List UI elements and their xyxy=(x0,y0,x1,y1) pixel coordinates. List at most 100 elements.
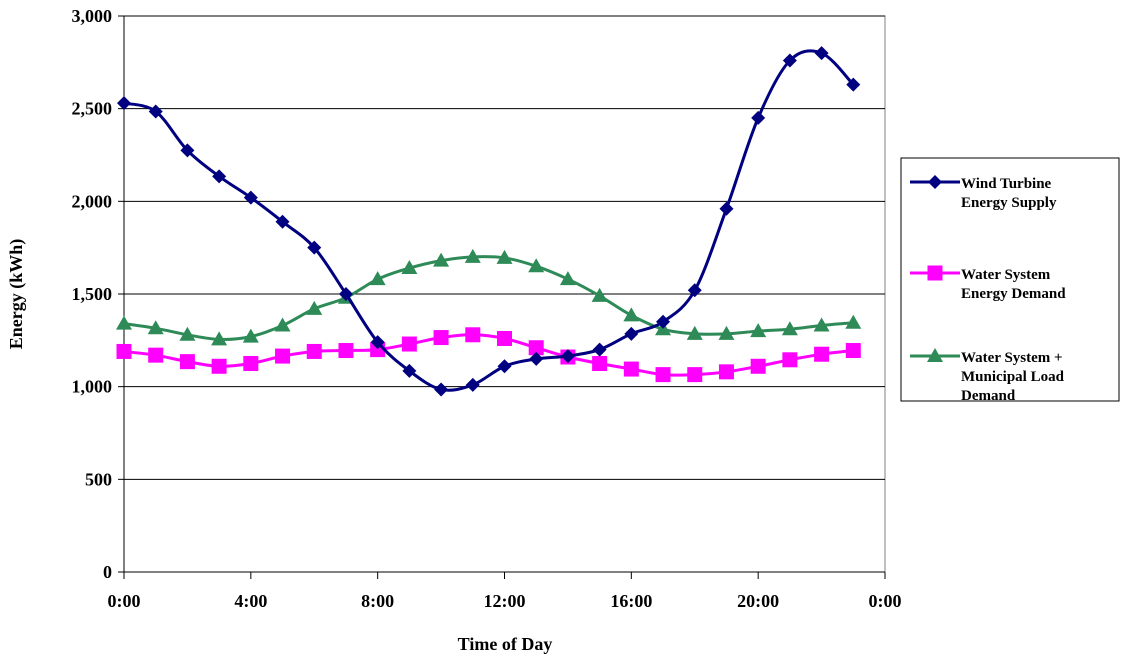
data-point xyxy=(117,96,131,111)
series-line xyxy=(123,333,854,377)
legend-label: Water System + xyxy=(961,350,1063,366)
data-point xyxy=(496,249,513,264)
data-point xyxy=(433,252,450,267)
y-axis-title: Energy (kWh) xyxy=(6,239,27,350)
x-tick-label: 0:00 xyxy=(869,591,902,611)
data-point xyxy=(179,326,196,341)
legend-marker xyxy=(927,265,943,281)
x-tick-label: 20:00 xyxy=(737,591,779,611)
data-point xyxy=(211,358,227,374)
series-1 xyxy=(116,327,861,383)
series-line xyxy=(123,255,854,341)
data-point xyxy=(370,335,385,350)
data-point xyxy=(116,343,132,359)
data-point xyxy=(497,359,512,374)
data-point xyxy=(434,382,449,397)
legend-label: Water System xyxy=(961,267,1051,283)
legend-label: Demand xyxy=(961,388,1016,404)
data-point xyxy=(528,340,544,356)
data-point xyxy=(338,343,354,359)
gridlines xyxy=(123,15,886,573)
x-tick-label: 4:00 xyxy=(234,591,267,611)
x-axis-ticks: 0:00 4:00 8:00 12:00 16:00 20:00 0:00 xyxy=(108,572,902,611)
data-point xyxy=(242,328,259,343)
data-point xyxy=(592,356,608,371)
data-point xyxy=(307,240,322,255)
data-point xyxy=(497,330,512,346)
data-point xyxy=(813,317,830,332)
data-point xyxy=(306,300,323,315)
x-tick-label: 0:00 xyxy=(108,591,141,611)
data-point xyxy=(433,330,449,346)
x-tick-label: 8:00 xyxy=(361,591,394,611)
legend-label: Wind Turbine xyxy=(961,176,1052,192)
data-point xyxy=(559,271,576,286)
data-point xyxy=(782,53,797,68)
data-point xyxy=(592,342,607,357)
x-tick-label: 12:00 xyxy=(484,591,526,611)
series-0 xyxy=(117,46,861,397)
data-point xyxy=(718,364,734,380)
data-point xyxy=(750,358,766,374)
data-point xyxy=(402,363,417,378)
data-point xyxy=(180,143,195,158)
data-point xyxy=(655,367,671,383)
legend: Wind Turbine Energy Supply Water System Ene… xyxy=(900,157,1120,404)
data-point xyxy=(591,287,608,302)
y-tick-label: 2,000 xyxy=(72,191,113,211)
data-point xyxy=(116,315,132,330)
data-point xyxy=(560,349,575,364)
data-point xyxy=(623,361,639,377)
data-point xyxy=(306,343,322,359)
data-point xyxy=(719,201,734,216)
data-point xyxy=(148,347,164,363)
data-point xyxy=(686,325,703,340)
data-point xyxy=(147,320,164,335)
data-point xyxy=(656,314,671,329)
data-point xyxy=(751,110,766,125)
series-2 xyxy=(116,248,862,346)
data-point xyxy=(243,190,258,205)
data-point xyxy=(369,271,386,286)
data-point xyxy=(623,307,640,322)
data-point xyxy=(212,169,227,184)
data-point xyxy=(845,343,861,359)
data-point xyxy=(179,354,195,370)
data-point xyxy=(148,104,163,119)
legend-item-0: Wind Turbine Energy Supply xyxy=(910,175,1057,211)
data-point xyxy=(275,214,290,229)
legend-label: Energy Demand xyxy=(961,286,1066,302)
legend-marker xyxy=(928,175,942,189)
legend-label: Municipal Load xyxy=(961,369,1065,385)
data-point xyxy=(338,287,353,301)
data-point xyxy=(274,317,291,332)
data-point xyxy=(687,283,702,298)
legend-label: Energy Supply xyxy=(961,195,1057,211)
data-point xyxy=(687,367,703,383)
y-axis-ticks: 0 500 1,000 1,500 2,000 2,500 3,000 xyxy=(72,6,124,582)
data-point xyxy=(465,377,480,392)
y-tick-label: 500 xyxy=(85,469,112,489)
data-point xyxy=(401,336,417,352)
y-tick-label: 2,500 xyxy=(72,99,113,119)
data-point xyxy=(465,327,481,343)
data-point xyxy=(243,356,259,371)
legend-marker xyxy=(927,348,943,362)
data-point xyxy=(529,351,544,366)
data-point xyxy=(624,326,639,341)
data-point xyxy=(781,321,798,336)
y-tick-label: 1,000 xyxy=(72,377,113,397)
data-point xyxy=(782,352,798,368)
x-axis-title: Time of Day xyxy=(458,634,553,654)
data-point xyxy=(275,348,291,364)
data-point xyxy=(750,323,767,338)
data-point xyxy=(718,325,735,340)
data-point xyxy=(814,46,829,61)
data-point xyxy=(464,248,481,263)
data-point xyxy=(846,77,861,92)
series-group xyxy=(116,46,862,397)
y-tick-label: 3,000 xyxy=(72,6,113,26)
y-tick-label: 0 xyxy=(103,562,112,582)
x-tick-label: 16:00 xyxy=(610,591,652,611)
